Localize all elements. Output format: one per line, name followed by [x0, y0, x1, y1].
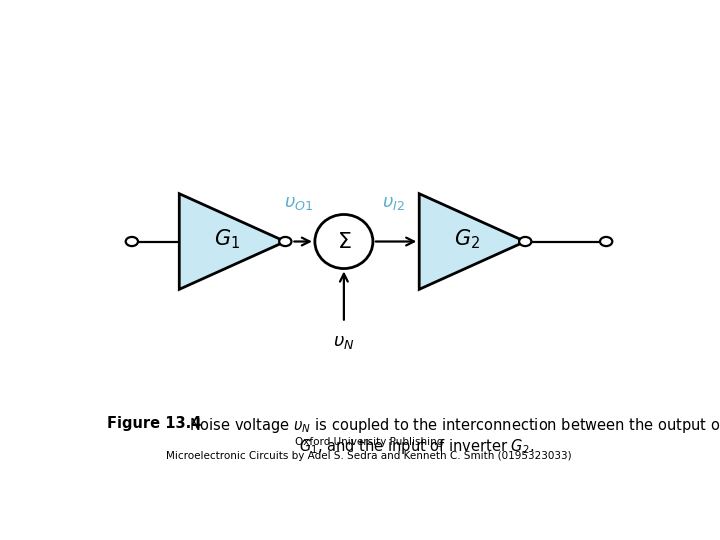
Polygon shape	[179, 194, 285, 289]
Text: $G_1$: $G_1$	[214, 228, 240, 251]
Text: $\Sigma$: $\Sigma$	[336, 232, 351, 252]
Ellipse shape	[315, 214, 373, 268]
Circle shape	[279, 237, 292, 246]
Text: $\upsilon_{I2}$: $\upsilon_{I2}$	[382, 194, 405, 212]
Text: $\upsilon_{O1}$: $\upsilon_{O1}$	[284, 194, 313, 212]
Circle shape	[126, 237, 138, 246]
Text: Microelectronic Circuits by Adel S. Sedra and Kenneth C. Smith (0195323033): Microelectronic Circuits by Adel S. Sedr…	[166, 451, 572, 461]
Text: $G_2$: $G_2$	[454, 228, 480, 251]
Circle shape	[600, 237, 612, 246]
Text: $G_1$, and the input of inverter $G_2$.: $G_1$, and the input of inverter $G_2$.	[300, 437, 534, 456]
Text: Figure 13.4: Figure 13.4	[107, 416, 201, 431]
Circle shape	[519, 237, 531, 246]
Text: $\upsilon_N$: $\upsilon_N$	[333, 333, 355, 351]
Text: Oxford University Publishing: Oxford University Publishing	[294, 437, 444, 447]
Polygon shape	[419, 194, 526, 289]
Text: Noise voltage $\upsilon_N$ is coupled to the interconnection between the output : Noise voltage $\upsilon_N$ is coupled to…	[189, 416, 720, 435]
